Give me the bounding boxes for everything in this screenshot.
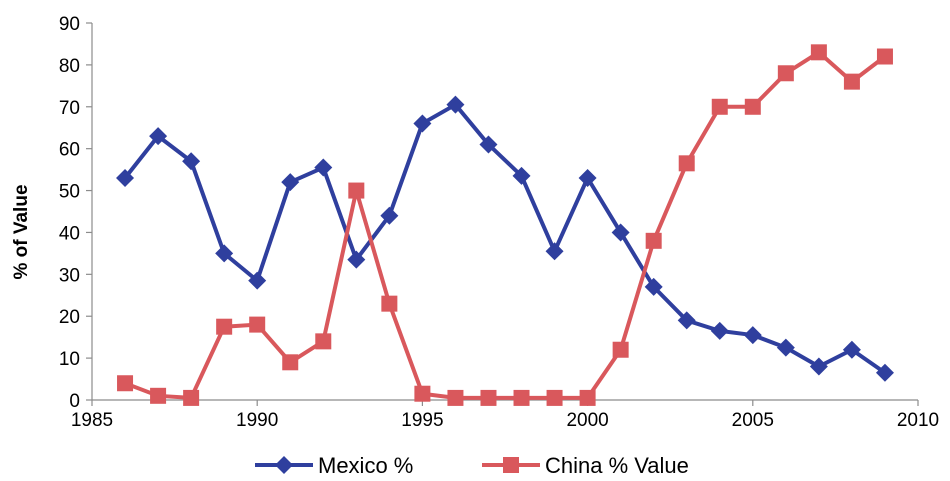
legend-marker — [275, 456, 293, 474]
y-tick-label: 90 — [59, 14, 80, 35]
data-point — [183, 389, 200, 406]
data-point — [545, 242, 564, 261]
data-point — [248, 271, 267, 290]
data-point — [710, 321, 729, 340]
series-mexico — [116, 95, 894, 382]
axes: 0 10 20 30 40 50 60 70 80 90 1985 1990 1995 2000 2005 2… — [59, 14, 939, 431]
data-point — [579, 389, 596, 406]
series-layer — [116, 44, 894, 406]
data-point — [249, 316, 266, 333]
data-point — [381, 295, 398, 312]
x-tick-label: 1985 — [71, 410, 113, 431]
series-line — [124, 50, 887, 400]
y-tick-label: 60 — [59, 140, 80, 161]
data-point — [149, 127, 168, 146]
data-point — [281, 173, 300, 192]
x-tick-label: 2000 — [566, 410, 608, 431]
y-tick-label: 40 — [59, 223, 80, 244]
data-point — [842, 340, 861, 359]
data-point — [116, 168, 135, 187]
data-point — [480, 389, 497, 406]
data-point — [282, 354, 299, 371]
data-point — [513, 389, 530, 406]
data-point — [215, 244, 234, 263]
legend-marker — [503, 457, 519, 473]
data-point — [876, 48, 893, 65]
data-point — [776, 338, 795, 357]
data-point — [810, 44, 827, 61]
data-point — [347, 250, 366, 269]
data-point — [546, 389, 563, 406]
data-point — [216, 318, 233, 335]
y-tick-label: 20 — [59, 307, 80, 328]
data-point — [413, 114, 432, 133]
data-point — [744, 98, 761, 115]
data-point — [678, 155, 695, 172]
data-point — [677, 311, 696, 330]
data-point — [809, 357, 828, 376]
x-tick-label: 2005 — [732, 410, 774, 431]
data-point — [612, 341, 629, 358]
data-point — [711, 98, 728, 115]
data-point — [611, 223, 630, 242]
data-point — [777, 65, 794, 82]
data-point — [314, 158, 333, 177]
data-point — [348, 182, 365, 199]
series-china — [117, 44, 893, 406]
data-point — [446, 95, 465, 114]
y-tick-label: 50 — [59, 182, 80, 203]
x-tick-label: 2010 — [897, 410, 939, 431]
data-point — [743, 326, 762, 345]
data-point — [117, 375, 134, 392]
data-point — [380, 206, 399, 225]
y-tick-label: 0 — [69, 391, 80, 412]
legend: Mexico % China % Value — [255, 453, 689, 478]
data-point — [578, 168, 597, 187]
legend-label: China % Value — [545, 453, 689, 478]
data-point — [447, 389, 464, 406]
y-tick-label: 70 — [59, 98, 80, 119]
data-point — [512, 166, 531, 185]
data-point — [150, 387, 167, 404]
data-point — [645, 232, 662, 249]
data-point — [315, 333, 332, 350]
data-point — [843, 73, 860, 90]
y-tick-label: 10 — [59, 349, 80, 370]
y-axis-title: % of Value — [11, 184, 32, 279]
series-line — [123, 102, 887, 375]
data-point — [875, 363, 894, 382]
data-point — [414, 385, 431, 402]
y-tick-label: 80 — [59, 56, 80, 77]
legend-item-mexico: Mexico % — [255, 453, 413, 478]
legend-item-china: China % Value — [482, 453, 689, 478]
x-tick-label: 1995 — [401, 410, 443, 431]
data-point — [479, 135, 498, 154]
legend-label: Mexico % — [318, 453, 413, 478]
x-tick-label: 1990 — [236, 410, 278, 431]
data-point — [644, 277, 663, 296]
y-tick-label: 30 — [59, 265, 80, 286]
data-point — [182, 152, 201, 171]
